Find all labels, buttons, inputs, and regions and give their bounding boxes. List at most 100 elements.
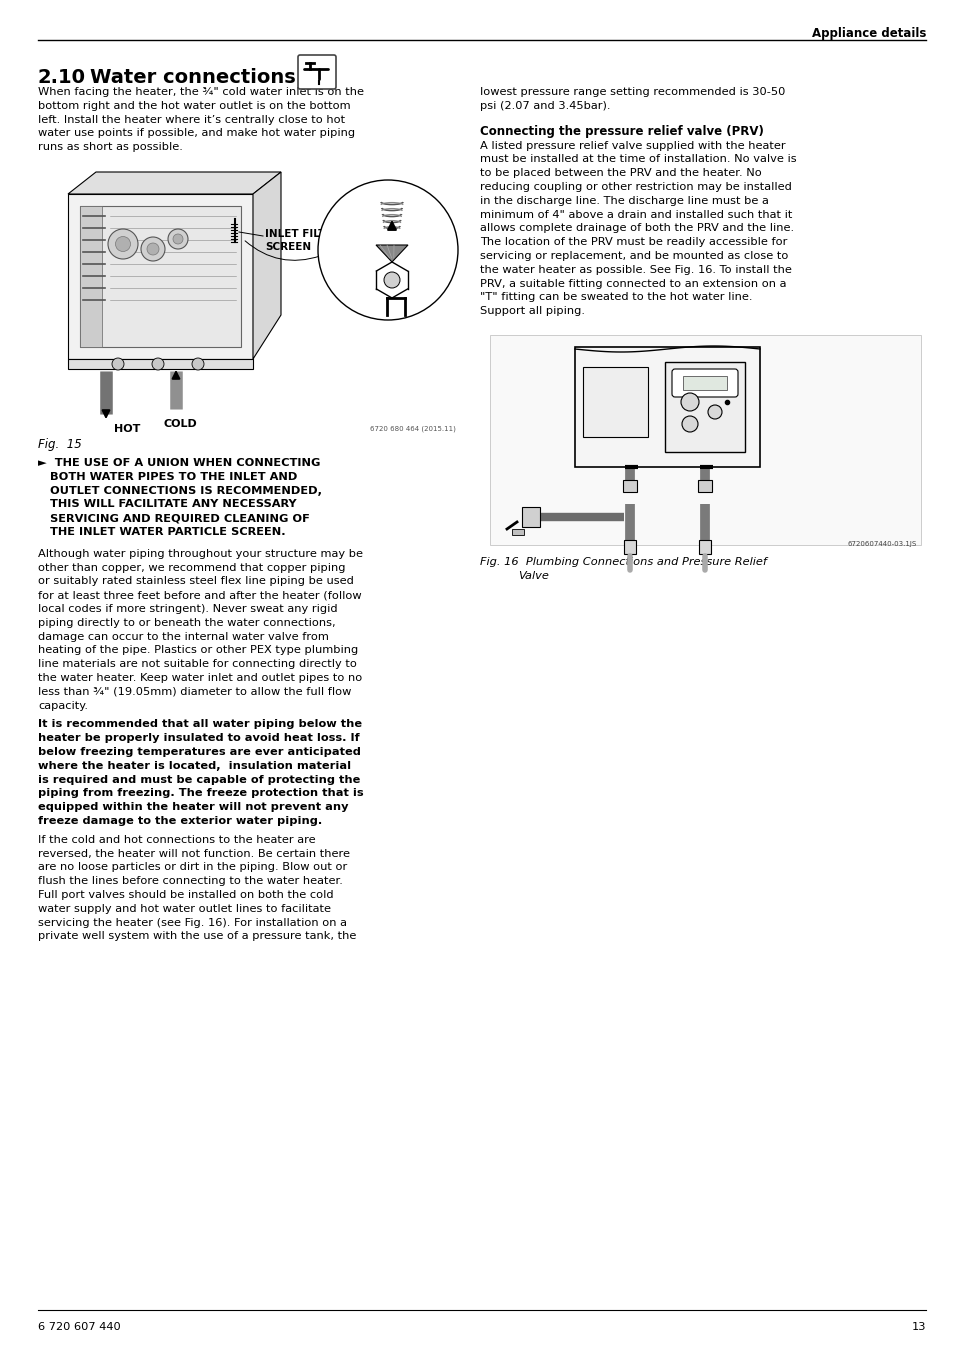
Text: heater be properly insulated to avoid heat loss. If: heater be properly insulated to avoid he… [38, 734, 359, 743]
Text: SCREEN: SCREEN [265, 242, 311, 253]
Text: other than copper, we recommend that copper piping: other than copper, we recommend that cop… [38, 562, 345, 573]
Text: allows complete drainage of both the PRV and the line.: allows complete drainage of both the PRV… [479, 223, 793, 234]
Text: 6 720 607 440: 6 720 607 440 [38, 1323, 121, 1332]
Text: OUTLET CONNECTIONS IS RECOMMENDED,: OUTLET CONNECTIONS IS RECOMMENDED, [38, 485, 322, 496]
Text: If the cold and hot connections to the heater are: If the cold and hot connections to the h… [38, 835, 315, 844]
Text: THE INLET WATER PARTICLE SCREEN.: THE INLET WATER PARTICLE SCREEN. [38, 527, 285, 536]
Polygon shape [68, 172, 281, 195]
Text: 13: 13 [910, 1323, 925, 1332]
Text: water supply and hot water outlet lines to facilitate: water supply and hot water outlet lines … [38, 904, 331, 913]
Text: It is recommended that all water piping below the: It is recommended that all water piping … [38, 719, 362, 730]
Text: line materials are not suitable for connecting directly to: line materials are not suitable for conn… [38, 659, 356, 669]
Text: Although water piping throughout your structure may be: Although water piping throughout your st… [38, 549, 363, 559]
Text: COLD: COLD [164, 419, 197, 430]
Text: freeze damage to the exterior water piping.: freeze damage to the exterior water pipi… [38, 816, 322, 825]
Text: flush the lines before connecting to the water heater.: flush the lines before connecting to the… [38, 877, 342, 886]
Bar [80, 205, 102, 347]
Circle shape [168, 230, 188, 249]
Text: is required and must be capable of protecting the: is required and must be capable of prote… [38, 774, 360, 785]
Text: SERVICING AND REQUIRED CLEANING OF: SERVICING AND REQUIRED CLEANING OF [38, 513, 310, 523]
Text: Valve: Valve [517, 571, 548, 581]
Text: THIS WILL FACILITATE ANY NECESSARY: THIS WILL FACILITATE ANY NECESSARY [38, 500, 296, 509]
Circle shape [112, 358, 124, 370]
Text: in the discharge line. The discharge line must be a: in the discharge line. The discharge lin… [479, 196, 768, 205]
Text: BOTH WATER PIPES TO THE INLET AND: BOTH WATER PIPES TO THE INLET AND [38, 471, 297, 482]
Circle shape [115, 236, 131, 251]
Bar [68, 359, 253, 369]
Bar [622, 480, 637, 492]
Text: piping from freezing. The freeze protection that is: piping from freezing. The freeze protect… [38, 789, 363, 798]
Text: servicing or replacement, and be mounted as close to: servicing or replacement, and be mounted… [479, 251, 787, 261]
Bar [682, 376, 726, 390]
Bar [664, 362, 744, 453]
Circle shape [707, 405, 721, 419]
Text: Fig. 16  Plumbing Connections and Pressure Relief: Fig. 16 Plumbing Connections and Pressur… [479, 557, 766, 567]
Text: Full port valves should be installed on both the cold: Full port valves should be installed on … [38, 890, 334, 900]
Text: local codes if more stringent). Never sweat any rigid: local codes if more stringent). Never sw… [38, 604, 337, 613]
Text: 6720607440-03.1JS: 6720607440-03.1JS [847, 540, 916, 547]
Text: damage can occur to the internal water valve from: damage can occur to the internal water v… [38, 632, 329, 642]
Bar [512, 530, 523, 535]
Text: "T" fitting can be sweated to the hot water line.: "T" fitting can be sweated to the hot wa… [479, 292, 752, 303]
Circle shape [141, 236, 165, 261]
Text: the water heater. Keep water inlet and outlet pipes to no: the water heater. Keep water inlet and o… [38, 673, 362, 684]
Text: runs as short as possible.: runs as short as possible. [38, 142, 183, 153]
Circle shape [317, 180, 457, 320]
Text: must be installed at the time of installation. No valve is: must be installed at the time of install… [479, 154, 796, 165]
Text: minimum of 4" above a drain and installed such that it: minimum of 4" above a drain and installe… [479, 209, 792, 220]
Text: Support all piping.: Support all piping. [479, 307, 584, 316]
Circle shape [681, 416, 698, 432]
Bar [490, 335, 920, 544]
FancyBboxPatch shape [671, 369, 738, 397]
Bar [575, 347, 760, 467]
Text: reducing coupling or other restriction may be installed: reducing coupling or other restriction m… [479, 182, 791, 192]
Circle shape [384, 272, 399, 288]
Text: for at least three feet before and after the heater (follow: for at least three feet before and after… [38, 590, 361, 600]
Text: private well system with the use of a pressure tank, the: private well system with the use of a pr… [38, 931, 356, 942]
Text: to be placed between the PRV and the heater. No: to be placed between the PRV and the hea… [479, 169, 760, 178]
Text: 6720 680 464 (2015.11): 6720 680 464 (2015.11) [370, 426, 456, 431]
Text: below freezing temperatures are ever anticipated: below freezing temperatures are ever ant… [38, 747, 360, 757]
Circle shape [172, 234, 183, 245]
Text: 2.10: 2.10 [38, 68, 86, 86]
Text: reversed, the heater will not function. Be certain there: reversed, the heater will not function. … [38, 848, 350, 859]
Text: equipped within the heater will not prevent any: equipped within the heater will not prev… [38, 802, 348, 812]
Bar [698, 480, 711, 492]
Text: heating of the pipe. Plastics or other PEX type plumbing: heating of the pipe. Plastics or other P… [38, 646, 358, 655]
Text: HOT: HOT [113, 424, 140, 434]
Text: Connecting the pressure relief valve (PRV): Connecting the pressure relief valve (PR… [479, 124, 763, 138]
Bar [582, 367, 647, 436]
Text: where the heater is located,  insulation material: where the heater is located, insulation … [38, 761, 351, 771]
Text: Appliance details: Appliance details [811, 27, 925, 41]
Text: left. Install the heater where it’s centrally close to hot: left. Install the heater where it’s cent… [38, 115, 345, 124]
FancyBboxPatch shape [297, 55, 335, 89]
Text: Water connections: Water connections [90, 68, 295, 86]
Text: servicing the heater (see Fig. 16). For installation on a: servicing the heater (see Fig. 16). For … [38, 917, 347, 928]
Polygon shape [375, 245, 408, 262]
Bar [521, 507, 539, 527]
Bar [80, 205, 241, 347]
Text: or suitably rated stainless steel flex line piping be used: or suitably rated stainless steel flex l… [38, 577, 354, 586]
Text: the water heater as possible. See Fig. 16. To install the: the water heater as possible. See Fig. 1… [479, 265, 791, 274]
Text: Fig.  15: Fig. 15 [38, 438, 82, 451]
Circle shape [147, 243, 159, 255]
Text: water use points if possible, and make hot water piping: water use points if possible, and make h… [38, 128, 355, 138]
Bar [699, 540, 710, 554]
Text: INLET FILTER: INLET FILTER [265, 230, 340, 239]
Polygon shape [253, 172, 281, 359]
Text: are no loose particles or dirt in the piping. Blow out or: are no loose particles or dirt in the pi… [38, 862, 347, 873]
Text: ►  THE USE OF A UNION WHEN CONNECTING: ► THE USE OF A UNION WHEN CONNECTING [38, 458, 320, 467]
Circle shape [152, 358, 164, 370]
Text: psi (2.07 and 3.45bar).: psi (2.07 and 3.45bar). [479, 101, 610, 111]
Text: piping directly to or beneath the water connections,: piping directly to or beneath the water … [38, 617, 335, 628]
Bar [623, 540, 636, 554]
Text: PRV, a suitable fitting connected to an extension on a: PRV, a suitable fitting connected to an … [479, 278, 785, 289]
Circle shape [192, 358, 204, 370]
Text: lowest pressure range setting recommended is 30-50: lowest pressure range setting recommende… [479, 86, 784, 97]
Text: The location of the PRV must be readily accessible for: The location of the PRV must be readily … [479, 238, 786, 247]
Text: A listed pressure relief valve supplied with the heater: A listed pressure relief valve supplied … [479, 141, 785, 150]
Circle shape [108, 230, 138, 259]
Circle shape [680, 393, 699, 411]
Polygon shape [68, 195, 253, 359]
Text: capacity.: capacity. [38, 701, 88, 711]
